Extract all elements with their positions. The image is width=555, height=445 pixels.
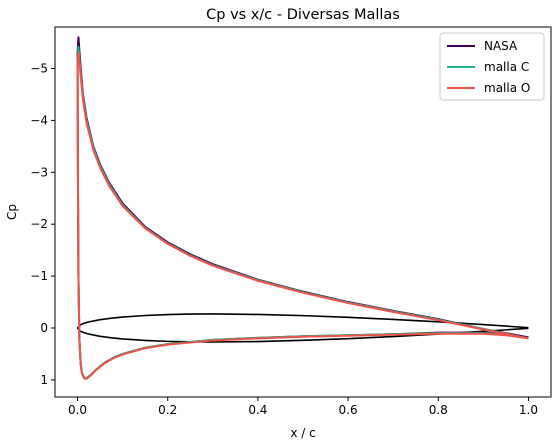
y-tick-label: −5 (30, 62, 48, 76)
legend: NASA malla C malla O (439, 32, 545, 101)
x-tick-label: 0.0 (68, 403, 87, 417)
x-tick-label: 0.8 (429, 403, 448, 417)
legend-label-malla-o: malla O (484, 81, 530, 95)
y-tick-label: −1 (30, 269, 48, 283)
x-axis-label: x / c (290, 426, 315, 440)
legend-box (439, 32, 545, 101)
x-tick-label: 1.0 (519, 403, 538, 417)
series-line-malla-o (76, 51, 529, 380)
y-tick-label: −4 (30, 113, 48, 127)
y-tick-label: 1 (40, 373, 48, 387)
y-axis: −5 −4 −3 −2 −1 0 1 (30, 62, 55, 387)
chart-title: Cp vs x/c - Diversas Mallas (206, 7, 400, 23)
x-axis: 0.0 0.2 0.4 0.6 0.8 1.0 (68, 397, 538, 417)
y-tick-label: −2 (30, 217, 48, 231)
y-tick-label: −3 (30, 165, 48, 179)
x-tick-label: 0.4 (248, 403, 267, 417)
y-tick-label: 0 (40, 321, 48, 335)
legend-label-nasa: NASA (484, 39, 518, 53)
plot-frame (54, 26, 552, 398)
legend-label-malla-c: malla C (484, 60, 529, 74)
plot-area (76, 36, 529, 380)
x-tick-label: 0.6 (339, 403, 358, 417)
x-tick-label: 0.2 (158, 403, 177, 417)
y-axis-label: Cp (5, 204, 19, 220)
airfoil-outline (76, 313, 529, 343)
